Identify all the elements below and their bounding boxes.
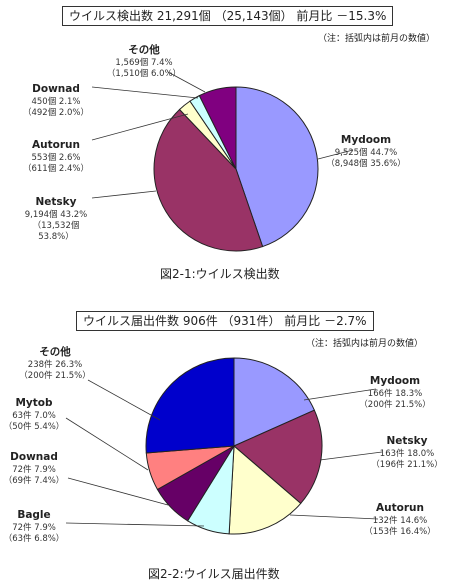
slice-value: （611個 2.4%） [23,163,89,174]
slice-value: （200件 21.5%） [359,399,430,410]
slice-value: （196件 21.1%） [371,459,442,470]
slice-value: 63件 7.0% [12,410,56,421]
chart2-title: ウイルス届出件数 906件 （931件） 前月比 －2.7% [76,311,374,331]
leader-line [167,71,206,93]
chart1-note: （注：括弧内は前月の数値） [318,34,436,44]
slice-name: Autorun [32,139,80,151]
slice-value: 1,569個 7.4% [115,57,172,68]
slice-value: （153件 16.4%） [364,526,435,537]
chart1-caption: 図2-1:ウイルス検出数 [160,267,280,281]
leader-line [289,514,379,520]
slice-value: （1,510個 6.0%） [107,68,181,79]
leader-line [91,86,199,99]
slice-value: 132件 14.6% [373,515,427,526]
slice-value: 72件 7.9% [12,464,56,475]
leader-line [91,190,157,199]
leader-line [91,113,189,141]
chart1-title: ウイルス検出数 21,291個 （25,143個） 前月比 －15.3% [62,6,394,26]
chart2-slice-netsky [233,409,323,505]
slice-name: Mydoom [370,375,420,387]
slice-value: （69件 7.4%） [4,475,65,486]
slice-name: Netsky [35,196,76,208]
chart2-slices [145,357,323,535]
slice-value: （492個 2.0%） [23,107,89,118]
slice-name: Downad [10,451,58,463]
slice-name: Mytob [15,397,53,409]
slice-name: Autorun [376,502,424,514]
leader-line [65,417,149,471]
slice-value: （50件 5.4%） [4,421,65,432]
chart1-slice-other [198,86,237,170]
slice-value: 72件 7.9% [12,522,56,533]
slice-value: （8,948個 35.6%） [326,158,406,169]
slice-value: 53.8%） [38,231,74,242]
chart2-slice-other [145,357,235,454]
slice-name: その他 [128,43,160,56]
chart1-slice-netsky [153,108,264,252]
chart2-caption: 図2-2:ウイルス届出件数 [148,567,280,581]
leader-line [67,477,169,506]
chart2-slice-autorun [228,444,302,535]
slice-value: 166件 18.3% [368,388,422,399]
leader-line [303,388,377,401]
leader-line [65,522,205,527]
leader-line [317,149,354,160]
slice-name: Netsky [386,435,427,447]
slice-value: 163件 18.0% [380,448,434,459]
slice-value: 9,194個 43.2% [25,209,88,220]
slice-value: （63件 6.8%） [4,533,65,544]
chart2-note: （注：括弧内は前月の数値） [306,339,424,349]
slice-name: その他 [39,345,71,358]
slice-value: （13,532個 [33,220,80,231]
slice-name: Bagle [17,509,50,521]
leader-line [319,451,383,461]
slice-value: 238件 26.3% [28,359,82,370]
slice-value: 9,525個 44.7% [335,147,398,158]
chart1-slices [153,86,319,252]
slice-value: 553個 2.6% [31,152,80,163]
leader-line [87,379,161,421]
slice-value: （200件 21.5%） [19,370,90,381]
chart2-slice-mydoom [233,357,316,447]
slice-name: Mydoom [341,134,391,146]
slice-name: Downad [32,83,80,95]
chart1-slice-mydoom [235,86,319,248]
slice-value: 450個 2.1% [31,96,80,107]
